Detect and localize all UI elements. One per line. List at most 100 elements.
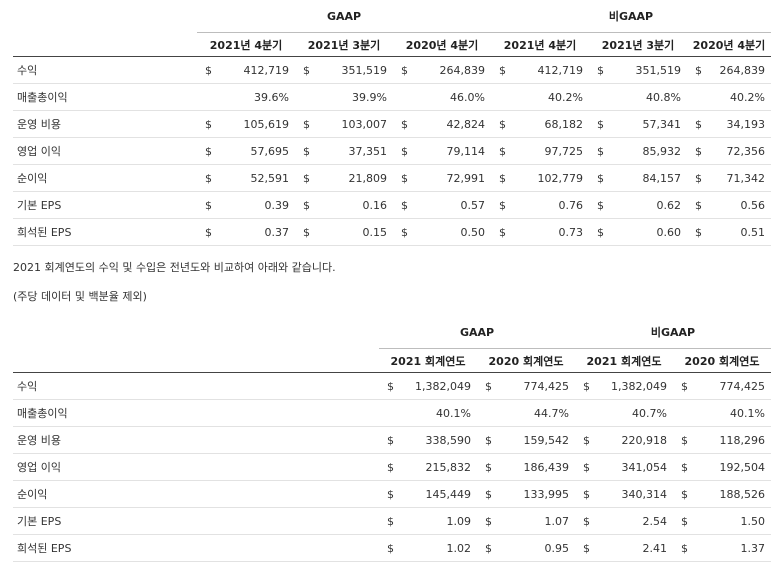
cell-value: 0.57 [415, 191, 491, 219]
currency-symbol: $ [295, 56, 317, 84]
currency-symbol: $ [295, 191, 317, 219]
cell-value: 40.8% [611, 83, 687, 111]
cell-value: 0.73 [513, 218, 589, 246]
currency-symbol: $ [197, 137, 219, 165]
currency-symbol: $ [491, 191, 513, 219]
currency-symbol: $ [575, 507, 597, 535]
currency-symbol [687, 83, 709, 111]
cell-value: 0.37 [219, 218, 295, 246]
group-header-gaap: GAAP [197, 0, 491, 33]
column-header: 2020년 4분기 [393, 32, 491, 57]
cell-value: 84,157 [611, 164, 687, 192]
currency-symbol: $ [673, 534, 695, 562]
cell-value: 105,619 [219, 110, 295, 138]
excluding-note-text: (주당 데이터 및 백분율 제외) [13, 290, 147, 303]
table-row: 운영 비용 $105,619 $103,007 $42,824 $68,182 $57,3… [13, 110, 771, 138]
cell-value: 68,182 [513, 110, 589, 138]
currency-symbol: $ [687, 137, 709, 165]
table-row: 영업 이익 $215,832 $186,439 $341,054 $192,504 [13, 453, 771, 481]
cell-value: 0.15 [317, 218, 393, 246]
cell-value: 412,719 [513, 56, 589, 84]
currency-symbol [673, 399, 695, 427]
table-row: 운영 비용 $338,590 $159,542 $220,918 $118,296 [13, 426, 771, 454]
cell-value: 159,542 [499, 426, 575, 454]
cell-value: 21,809 [317, 164, 393, 192]
table-row: 수익 $412,719 $351,519 $264,839 $412,719 $351,5… [13, 56, 771, 84]
table-row: 기본 EPS $0.39 $0.16 $0.57 $0.76 $0.62 $0.56 [13, 191, 771, 219]
currency-symbol: $ [491, 218, 513, 246]
cell-value: 0.62 [611, 191, 687, 219]
cell-value: 341,054 [597, 453, 673, 481]
currency-symbol: $ [197, 56, 219, 84]
cell-value: 0.56 [709, 191, 771, 219]
column-header: 2021 회계연도 [379, 348, 477, 373]
cell-value: 192,504 [695, 453, 771, 481]
group-header-non-gaap: 비GAAP [575, 316, 771, 349]
currency-symbol: $ [673, 372, 695, 400]
currency-symbol: $ [687, 164, 709, 192]
currency-symbol: $ [687, 110, 709, 138]
group-header-row: GAAP 비GAAP [13, 316, 771, 349]
currency-symbol [477, 399, 499, 427]
currency-symbol [575, 399, 597, 427]
row-label: 수익 [13, 372, 379, 400]
table-row: 영업 이익 $57,695 $37,351 $79,114 $97,725 $85,932… [13, 137, 771, 165]
currency-symbol: $ [379, 372, 401, 400]
cell-value: 188,526 [695, 480, 771, 508]
cell-value: 39.6% [219, 83, 295, 111]
cell-value: 57,695 [219, 137, 295, 165]
cell-value: 412,719 [219, 56, 295, 84]
cell-value: 774,425 [695, 372, 771, 400]
cell-value: 34,193 [709, 110, 771, 138]
row-label: 순이익 [13, 480, 379, 508]
row-label: 매출총이익 [13, 83, 197, 111]
currency-symbol: $ [491, 164, 513, 192]
currency-symbol: $ [393, 110, 415, 138]
currency-symbol: $ [575, 453, 597, 481]
cell-value: 44.7% [499, 399, 575, 427]
cell-value: 0.16 [317, 191, 393, 219]
currency-symbol: $ [379, 534, 401, 562]
group-header-row: GAAP 비GAAP [13, 0, 771, 33]
table-row: 매출총이익 39.6% 39.9% 46.0% 40.2% 40.8% 40.2% [13, 83, 771, 111]
table-row: 기본 EPS $1.09 $1.07 $2.54 $1.50 [13, 507, 771, 535]
cell-value: 133,995 [499, 480, 575, 508]
currency-symbol: $ [491, 137, 513, 165]
row-label: 수익 [13, 56, 197, 84]
currency-symbol [197, 83, 219, 111]
cell-value: 774,425 [499, 372, 575, 400]
row-label: 운영 비용 [13, 426, 379, 454]
cell-value: 264,839 [415, 56, 491, 84]
currency-symbol: $ [589, 191, 611, 219]
currency-symbol: $ [197, 164, 219, 192]
currency-symbol [393, 83, 415, 111]
cell-value: 1.07 [499, 507, 575, 535]
cell-value: 39.9% [317, 83, 393, 111]
cell-value: 2.41 [597, 534, 673, 562]
cell-value: 351,519 [317, 56, 393, 84]
cell-value: 186,439 [499, 453, 575, 481]
column-header: 2020 회계연도 [477, 348, 575, 373]
column-header: 2020 회계연도 [673, 348, 771, 373]
cell-value: 40.7% [597, 399, 673, 427]
currency-symbol: $ [491, 56, 513, 84]
currency-symbol: $ [379, 480, 401, 508]
cell-value: 40.1% [401, 399, 477, 427]
cell-value: 1,382,049 [597, 372, 673, 400]
currency-symbol: $ [477, 534, 499, 562]
row-label: 희석된 EPS [13, 534, 379, 562]
column-header: 2020년 4분기 [687, 32, 771, 57]
cell-value: 85,932 [611, 137, 687, 165]
row-label: 기본 EPS [13, 191, 197, 219]
currency-symbol: $ [197, 191, 219, 219]
table-row: 수익 $1,382,049 $774,425 $1,382,049 $774,425 [13, 372, 771, 400]
cell-value: 0.51 [709, 218, 771, 246]
table-row: 매출총이익 40.1% 44.7% 40.7% 40.1% [13, 399, 771, 427]
currency-symbol: $ [197, 110, 219, 138]
cell-value: 1,382,049 [401, 372, 477, 400]
cell-value: 72,991 [415, 164, 491, 192]
table-row: 희석된 EPS $1.02 $0.95 $2.41 $1.37 [13, 534, 771, 562]
table-row: 순이익 $52,591 $21,809 $72,991 $102,779 $84,157 $… [13, 164, 771, 192]
quarterly-results-table: GAAP 비GAAP 2021년 4분기 2021년 3분기 2020년 4분기… [13, 0, 771, 246]
